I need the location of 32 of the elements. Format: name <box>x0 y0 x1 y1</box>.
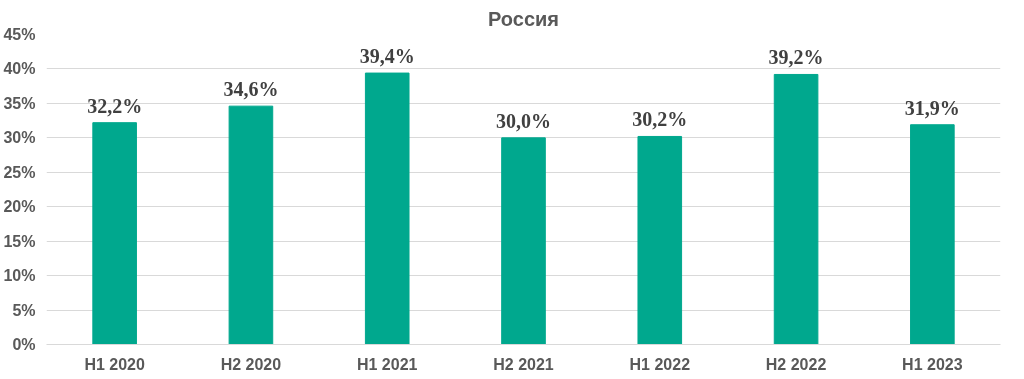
data-label: 30,2% <box>632 108 688 131</box>
bar <box>228 105 274 345</box>
x-tick-label: H1 2020 <box>84 355 145 373</box>
chart-title: Россия <box>488 7 560 30</box>
data-label: 30,0% <box>496 109 551 132</box>
data-label: 34,6% <box>223 78 279 101</box>
x-tick-label: H1 2021 <box>356 355 418 373</box>
data-label: 31,9% <box>904 96 960 119</box>
y-tick-label: 20% <box>3 198 36 216</box>
bar <box>637 135 683 345</box>
y-tick-label: 15% <box>3 232 36 250</box>
y-tick-label: 30% <box>3 129 36 147</box>
x-tick-label: H2 2021 <box>493 355 554 373</box>
bar <box>92 122 137 345</box>
y-tick-label: 0% <box>12 336 36 353</box>
x-tick-label: H2 2020 <box>220 355 282 373</box>
x-tick-label: H1 2022 <box>629 355 691 373</box>
y-tick-label: 10% <box>3 267 36 285</box>
y-tick-label: 45% <box>3 26 36 43</box>
data-label: 32,2% <box>87 94 143 117</box>
y-tick-label: 5% <box>12 301 36 319</box>
x-tick-label: H1 2023 <box>902 355 963 373</box>
bar <box>773 73 819 345</box>
y-tick-label: 25% <box>3 163 36 181</box>
bar <box>501 137 546 345</box>
bar <box>364 72 410 345</box>
data-label: 39,2% <box>768 46 824 69</box>
data-label: 39,4% <box>359 45 415 68</box>
y-tick-label: 35% <box>3 94 36 112</box>
y-tick-label: 40% <box>3 60 36 78</box>
bar <box>910 124 955 345</box>
x-tick-label: H2 2022 <box>765 355 827 373</box>
